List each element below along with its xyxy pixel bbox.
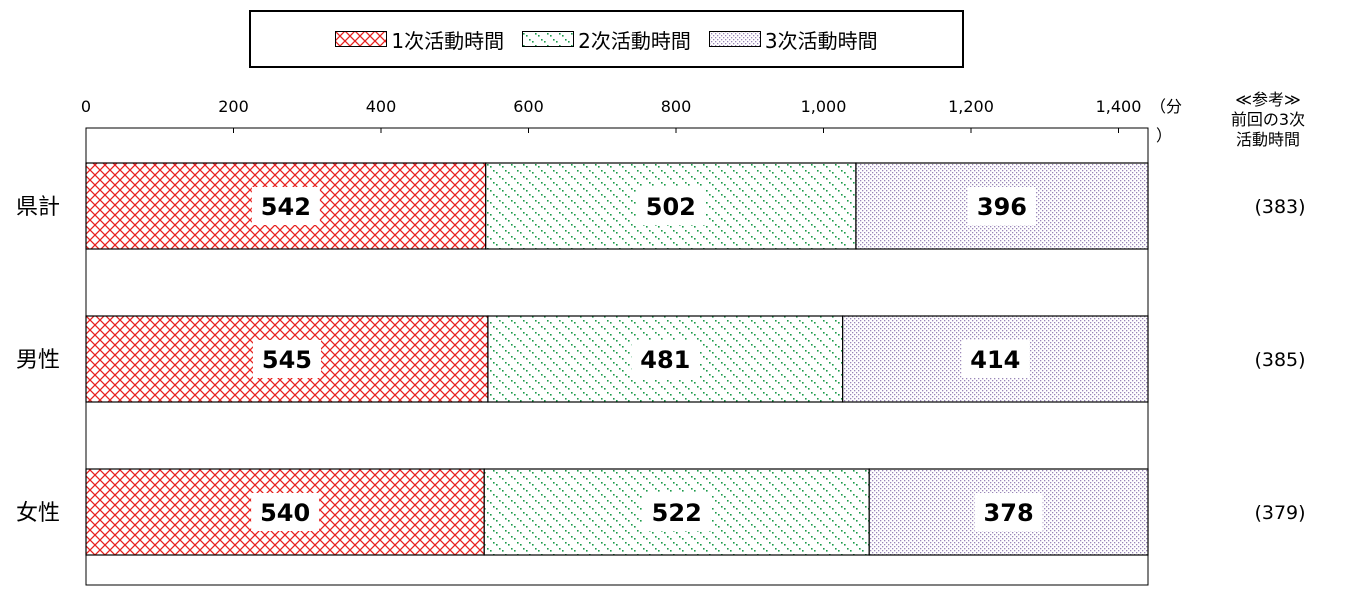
category-label: 県計	[16, 195, 60, 220]
data-label: 414	[970, 346, 1020, 374]
data-label: 542	[261, 193, 311, 221]
legend-swatch	[522, 31, 575, 47]
x-tick-label: 1,200	[948, 97, 994, 116]
data-label: 540	[260, 499, 310, 527]
legend-item: 3次活動時間	[708, 25, 878, 54]
legend-label: 1次活動時間	[391, 28, 505, 53]
data-label-background	[961, 340, 1030, 378]
reference-heading-line-1: ≪参考≫	[1235, 90, 1301, 109]
data-label: 522	[652, 499, 702, 527]
reference-heading: ≪参考≫ 前回の3次 活動時間	[1218, 90, 1318, 150]
x-unit-label-close: ）	[1156, 126, 1172, 145]
x-tick-label: 0	[81, 97, 91, 116]
data-label: 378	[984, 499, 1034, 527]
reference-value: (385)	[1254, 349, 1305, 371]
data-label-background	[974, 493, 1043, 531]
data-label-background	[631, 340, 700, 378]
reference-heading-line-3: 活動時間	[1235, 130, 1300, 149]
data-label-background	[251, 187, 320, 225]
x-unit-label: （分	[1150, 97, 1182, 116]
x-tick-label: 1,400	[1096, 97, 1142, 116]
data-label: 481	[640, 346, 690, 374]
legend-label: 3次活動時間	[764, 28, 878, 53]
bar-segment	[483, 468, 870, 556]
reference-heading-line-2: 前回の3次	[1230, 110, 1306, 129]
reference-value: (379)	[1254, 502, 1305, 524]
legend-swatch	[335, 31, 388, 47]
legend-swatch	[708, 31, 761, 47]
category-label: 男性	[16, 348, 60, 373]
data-label-background	[251, 493, 320, 531]
data-label-background	[642, 493, 711, 531]
legend-item: 1次活動時間	[335, 25, 504, 54]
reference-value: (383)	[1254, 196, 1305, 218]
data-label-background	[967, 187, 1036, 225]
x-tick-label: 800	[661, 97, 692, 116]
legend-label: 2次活動時間	[578, 28, 691, 53]
data-label-background	[252, 340, 321, 378]
data-label: 396	[977, 193, 1027, 221]
data-label: 545	[262, 346, 312, 374]
x-tick-label: 200	[218, 97, 249, 116]
x-tick-label: 600	[513, 97, 544, 116]
x-tick-label: 1,000	[801, 97, 847, 116]
data-label-background	[636, 187, 705, 225]
data-label: 502	[646, 193, 696, 221]
legend: 1次活動時間 2次活動時間 3次活動時間	[249, 10, 964, 68]
category-label: 女性	[16, 501, 60, 526]
x-tick-label: 400	[366, 97, 397, 116]
legend-item: 2次活動時間	[522, 25, 691, 54]
